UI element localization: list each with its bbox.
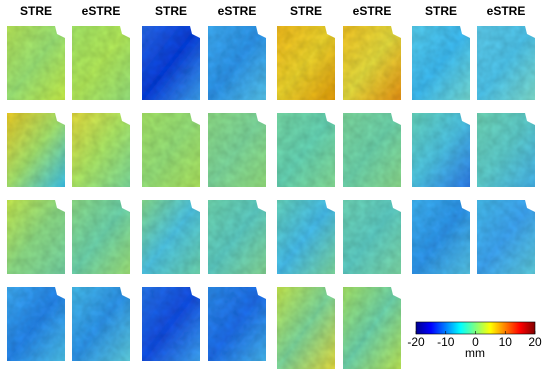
- colorbar-tick-label: 0: [472, 335, 479, 349]
- map-panel: [142, 113, 200, 187]
- colorbar-label: mm: [465, 346, 485, 360]
- column-header: STRE: [425, 4, 457, 18]
- column-header: STRE: [155, 4, 187, 18]
- map-panel: [7, 26, 65, 100]
- map-panel: [277, 113, 335, 187]
- map-panel: [208, 200, 266, 274]
- colorbar-tick-label: -20: [407, 335, 425, 349]
- map-panel: [343, 26, 401, 100]
- map-panel: [343, 113, 401, 187]
- map-panel: [277, 200, 335, 274]
- map-panel: [277, 26, 335, 100]
- map-panel: [142, 26, 200, 100]
- map-panel: [208, 287, 266, 361]
- map-panel: [72, 26, 130, 100]
- colorbar-tick-label: 10: [499, 335, 513, 349]
- map-panel: [477, 113, 535, 187]
- column-header: eSTRE: [82, 4, 121, 18]
- map-panel: [142, 200, 200, 274]
- map-panel: [343, 200, 401, 274]
- map-panel: [208, 26, 266, 100]
- map-panel: [412, 26, 470, 100]
- map-panel: [7, 200, 65, 274]
- column-header: eSTRE: [353, 4, 392, 18]
- map-panel: [72, 200, 130, 274]
- map-panel: [477, 200, 535, 274]
- column-header: STRE: [290, 4, 322, 18]
- column-header: eSTRE: [487, 4, 526, 18]
- map-panel: [72, 287, 130, 361]
- colorbar-tick-label: 20: [528, 335, 542, 349]
- colorbar: mm -20 -10 0 10 20: [407, 321, 542, 360]
- map-panel: [343, 287, 401, 369]
- map-panel: [142, 287, 200, 361]
- map-panel: [412, 113, 470, 187]
- map-panel: [477, 26, 535, 100]
- map-panel: [7, 287, 65, 361]
- map-panel: [412, 200, 470, 274]
- map-panel: [7, 113, 65, 187]
- map-panel: [72, 113, 130, 187]
- map-panel: [208, 113, 266, 187]
- column-header: STRE: [20, 4, 52, 18]
- column-header: eSTRE: [218, 4, 257, 18]
- colorbar-tick-label: -10: [437, 335, 455, 349]
- panels: [7, 26, 535, 369]
- map-panel: [277, 287, 335, 369]
